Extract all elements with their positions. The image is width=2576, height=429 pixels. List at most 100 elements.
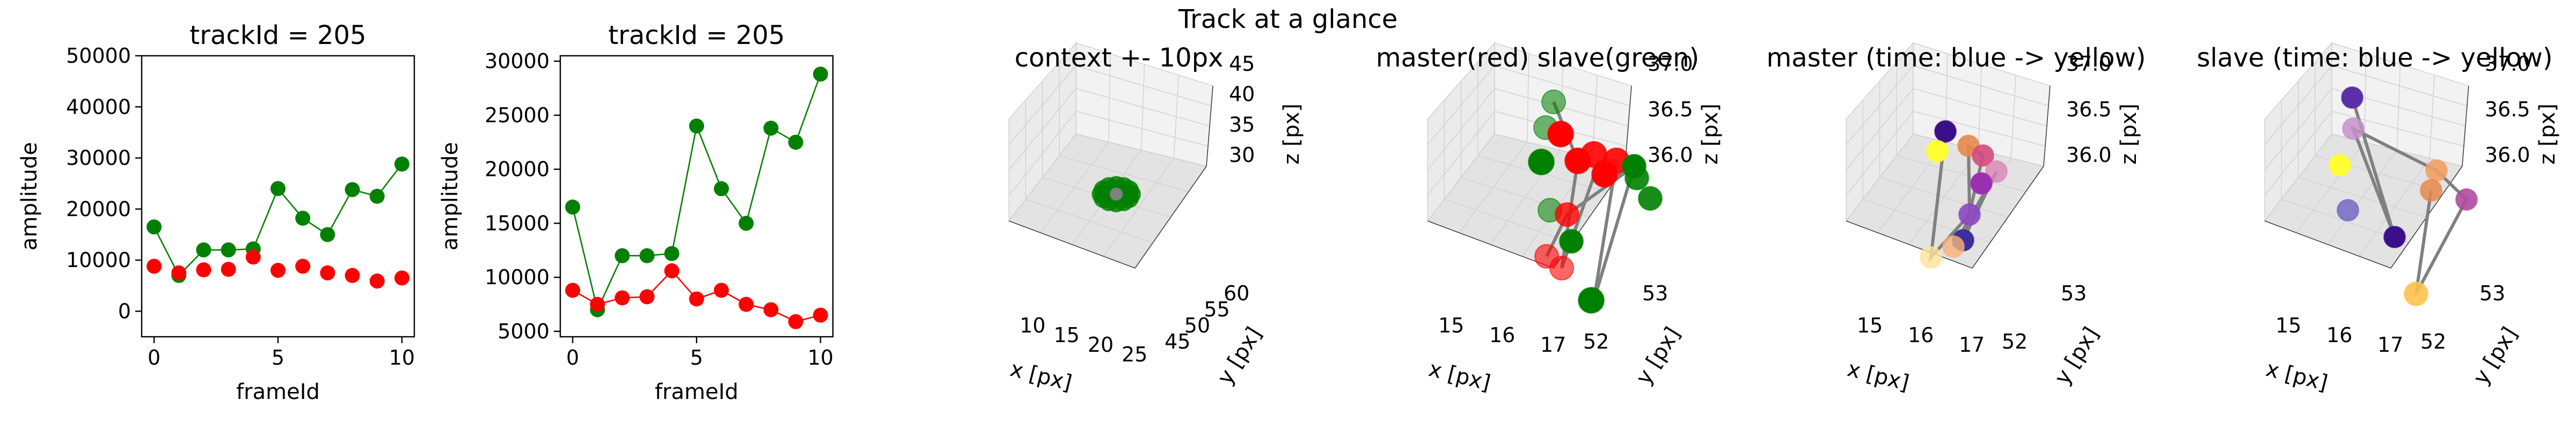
data-point	[147, 219, 162, 235]
y-tick-label: 20000	[66, 197, 131, 221]
data-point	[813, 307, 828, 323]
data-point	[320, 265, 335, 280]
panel-title: master (time: blue -> yellow)	[1767, 43, 2146, 73]
grid-line	[2396, 64, 2401, 151]
y-tick-label: 10000	[485, 265, 550, 289]
z-tick-label: 37.0	[2485, 52, 2530, 76]
data-point	[295, 258, 311, 274]
grid-line	[2298, 177, 2427, 218]
line-chart-1: 0 5 10 0 10000 20000 30000 40000 50000 trackId = …	[17, 20, 415, 404]
x-tick-label: 15	[1053, 323, 1079, 347]
data-point	[2341, 86, 2363, 109]
data-point	[1624, 166, 1649, 190]
data-point	[1985, 160, 2008, 183]
data-point	[614, 290, 630, 306]
y-tick-label: 40000	[66, 95, 131, 119]
grid-line	[2264, 110, 2464, 196]
x-tick-label: 20	[1088, 333, 1114, 357]
y-tick-label: 50000	[66, 44, 131, 68]
data-point	[2404, 282, 2428, 306]
data-point	[2420, 179, 2442, 202]
x-tick-label: 16	[2326, 323, 2352, 347]
grid-line	[1846, 110, 2046, 196]
y-tick-label: 50	[1184, 314, 1210, 337]
cluster-center	[1110, 188, 1123, 201]
data-point	[763, 302, 779, 317]
master-slave-cloud	[1528, 90, 1663, 314]
grid-line	[1427, 88, 1629, 171]
x-tick-label: 10	[1020, 314, 1045, 337]
data-point	[1970, 172, 1993, 195]
y-tick-label: 52	[2002, 330, 2028, 353]
y-tick-label: 60	[1224, 282, 1249, 305]
data-point	[369, 273, 385, 289]
data-point	[1119, 180, 1139, 199]
data-point	[270, 263, 286, 278]
data-point	[689, 119, 704, 134]
data-point	[345, 182, 360, 197]
x-axis-label: frameId	[655, 380, 738, 404]
panel-title: trackId = 205	[189, 20, 366, 50]
data-point	[2455, 188, 2478, 211]
grid-line	[1879, 177, 2008, 218]
x-axis-line	[1427, 220, 1554, 269]
x-tick-label: 25	[1122, 343, 1147, 366]
data-point	[1541, 90, 1566, 114]
series-line	[153, 164, 402, 277]
grid-line	[1896, 155, 2026, 193]
context-cluster	[1092, 176, 1141, 212]
z-axis-line	[2043, 85, 2051, 167]
z-tick-label: 36.5	[2066, 98, 2112, 121]
z-axis-label: z [px]	[1279, 103, 1304, 165]
data-point	[1559, 229, 1584, 254]
suptitle: Track at a glance	[1178, 4, 1398, 34]
z-axis-label: z [px]	[2117, 103, 2141, 165]
data-point	[245, 249, 261, 265]
data-point	[221, 262, 236, 277]
y-axis-label: amplitude	[17, 142, 42, 250]
y-axis-label: y [px]	[1631, 323, 1685, 389]
grid-line	[1059, 155, 1189, 193]
x-tick-label: 16	[1489, 323, 1515, 347]
data-point	[1958, 203, 1981, 226]
data-point	[2383, 226, 2406, 248]
y-tick-label: 0	[118, 299, 131, 323]
z-tick-label: 37.0	[1648, 52, 1693, 76]
grid-line	[1846, 65, 2049, 145]
grid-line	[1140, 64, 1145, 151]
scatter3d-panel-4: slave (time: blue -> yellow) 36.0 36.5 37.0…	[2197, 42, 2560, 396]
x-axis-label: x [px]	[1845, 357, 1912, 396]
x-tick-label: 15	[1857, 314, 1883, 337]
y-tick-label: 30000	[485, 49, 550, 73]
data-point	[565, 283, 581, 298]
grid-line	[1173, 75, 1180, 159]
z-tick-label: 36.0	[2485, 143, 2530, 167]
data-point	[689, 291, 704, 307]
data-point	[1920, 246, 1942, 269]
x-tick-label: 15	[2275, 314, 2301, 337]
data-point	[738, 297, 754, 312]
data-point	[664, 246, 679, 261]
y-axis-label: y [px]	[2468, 323, 2522, 389]
data-point	[1549, 256, 1574, 280]
data-point	[2342, 117, 2365, 140]
z-axis-label: z [px]	[1698, 103, 1723, 165]
z-tick-label: 30	[1229, 143, 1255, 167]
data-point	[2337, 199, 2359, 221]
x-tick-label: 0	[566, 346, 579, 369]
data-point	[1578, 287, 1605, 314]
y-tick-label: 5000	[497, 320, 550, 343]
slave-time-cloud	[2329, 86, 2478, 306]
y-tick-label: 15000	[485, 211, 550, 235]
grid-line	[2264, 65, 2468, 145]
y-axis-label: y [px]	[2050, 323, 2104, 389]
y-tick-label: 20000	[485, 158, 550, 181]
x-axis-label: x [px]	[1008, 357, 1074, 396]
data-point	[1942, 235, 1965, 258]
x-tick-label: 17	[1959, 333, 1985, 357]
y-tick-label: 52	[1583, 330, 1609, 353]
data-point	[1528, 149, 1555, 175]
panel-title: slave (time: blue -> yellow)	[2197, 43, 2552, 73]
scatter3d-panel-1: context +- 10px 30 35 40 45 z [px] 10 15 20 25 x […	[1008, 42, 1304, 396]
